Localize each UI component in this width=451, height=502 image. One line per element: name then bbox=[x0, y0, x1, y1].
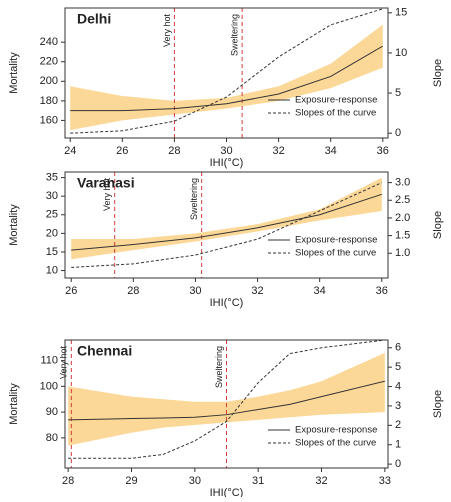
y-tick-label: 15 bbox=[46, 246, 58, 258]
x-tick-label: 26 bbox=[65, 285, 77, 297]
x-tick-label: 28 bbox=[62, 475, 74, 487]
panel-title: Delhi bbox=[77, 11, 111, 27]
x-tick-label: 30 bbox=[189, 285, 201, 297]
threshold-label: Sweltering bbox=[230, 14, 240, 56]
legend-label: Exposure-response bbox=[295, 95, 377, 106]
x-tick-label: 24 bbox=[64, 145, 76, 157]
x-tick-label: 36 bbox=[376, 285, 388, 297]
plot-frame bbox=[64, 171, 389, 279]
y-axis-label: Mortality bbox=[8, 383, 20, 425]
y2-tick-label: 2 bbox=[395, 419, 401, 431]
x-axis-label: IHI(°C) bbox=[210, 487, 244, 497]
series-line bbox=[68, 380, 385, 421]
y2-tick-label: 5 bbox=[395, 361, 401, 373]
y2-tick-label: 2.5 bbox=[395, 194, 410, 206]
y-tick-label: 90 bbox=[46, 406, 58, 418]
y2-axis-label: Slope bbox=[432, 59, 444, 87]
y-tick-label: 240 bbox=[40, 36, 58, 48]
threshold-label: Very hot bbox=[59, 346, 69, 380]
threshold-label: Sweltering bbox=[214, 346, 224, 388]
x-tick-label: 32 bbox=[251, 285, 263, 297]
y-tick-label: 10 bbox=[46, 264, 58, 276]
y2-tick-label: 3 bbox=[395, 400, 401, 412]
x-tick-label: 34 bbox=[314, 285, 326, 297]
y-axis-label: Mortality bbox=[8, 52, 20, 94]
y-tick-label: 20 bbox=[46, 227, 58, 239]
y2-tick-label: 0 bbox=[395, 458, 401, 470]
series-line bbox=[70, 8, 383, 134]
y2-axis-label: Slope bbox=[432, 211, 444, 239]
y2-tick-label: 1.0 bbox=[395, 247, 410, 259]
x-tick-label: 36 bbox=[377, 145, 389, 157]
y2-tick-label: 15 bbox=[395, 7, 407, 19]
y2-tick-label: 4 bbox=[395, 380, 401, 392]
y2-tick-label: 1.5 bbox=[395, 230, 410, 242]
y2-tick-label: 0 bbox=[395, 127, 401, 139]
y-tick-label: 25 bbox=[46, 209, 58, 221]
plot-frame bbox=[64, 339, 389, 469]
x-tick-label: 26 bbox=[116, 145, 128, 157]
y-tick-label: 220 bbox=[40, 56, 58, 68]
y2-tick-label: 6 bbox=[395, 342, 401, 354]
x-tick-label: 31 bbox=[252, 475, 264, 487]
x-tick-label: 28 bbox=[168, 145, 180, 157]
legend-label: Slopes of the curve bbox=[295, 438, 376, 449]
y2-tick-label: 3.0 bbox=[395, 177, 410, 189]
x-tick-label: 28 bbox=[127, 285, 139, 297]
legend-label: Slopes of the curve bbox=[295, 248, 376, 259]
x-tick-label: 34 bbox=[325, 145, 337, 157]
x-tick-label: 32 bbox=[315, 475, 327, 487]
confidence-band bbox=[68, 352, 385, 446]
panel-title: Varanasi bbox=[77, 175, 135, 191]
y-tick-label: 80 bbox=[46, 432, 58, 444]
series-line bbox=[70, 45, 384, 112]
y2-axis-label: Slope bbox=[432, 390, 444, 418]
x-tick-label: 33 bbox=[379, 475, 391, 487]
y-tick-label: 30 bbox=[46, 190, 58, 202]
confidence-band bbox=[70, 24, 383, 131]
x-tick-label: 32 bbox=[272, 145, 284, 157]
y-tick-label: 200 bbox=[40, 75, 58, 87]
x-tick-label: 30 bbox=[220, 145, 232, 157]
legend-label: Exposure-response bbox=[295, 425, 377, 436]
confidence-band bbox=[71, 177, 382, 260]
series-line bbox=[71, 193, 382, 251]
threshold-label: Sweltering bbox=[189, 178, 199, 220]
y-tick-label: 35 bbox=[46, 171, 58, 183]
y2-tick-label: 2.0 bbox=[395, 212, 410, 224]
y-axis-label: Mortality bbox=[8, 204, 20, 246]
threshold-label: Very hot bbox=[162, 14, 172, 48]
y-tick-label: 100 bbox=[40, 380, 58, 392]
series-line bbox=[68, 339, 385, 459]
panel-title: Chennai bbox=[77, 343, 132, 359]
legend-label: Slopes of the curve bbox=[295, 108, 376, 119]
y2-tick-label: 10 bbox=[395, 47, 407, 59]
y-tick-label: 160 bbox=[40, 114, 58, 126]
y-tick-label: 180 bbox=[40, 95, 58, 107]
y-tick-label: 110 bbox=[40, 355, 58, 367]
y2-tick-label: 1 bbox=[395, 439, 401, 451]
x-axis-label: IHI(°C) bbox=[210, 297, 244, 309]
x-axis-label: IHI(°C) bbox=[210, 157, 244, 169]
threshold-label: Very hot bbox=[102, 178, 112, 212]
y2-tick-label: 5 bbox=[395, 87, 401, 99]
series-line bbox=[71, 182, 382, 268]
x-tick-label: 29 bbox=[125, 475, 137, 487]
x-tick-label: 30 bbox=[189, 475, 201, 487]
legend-label: Exposure-response bbox=[295, 235, 377, 246]
